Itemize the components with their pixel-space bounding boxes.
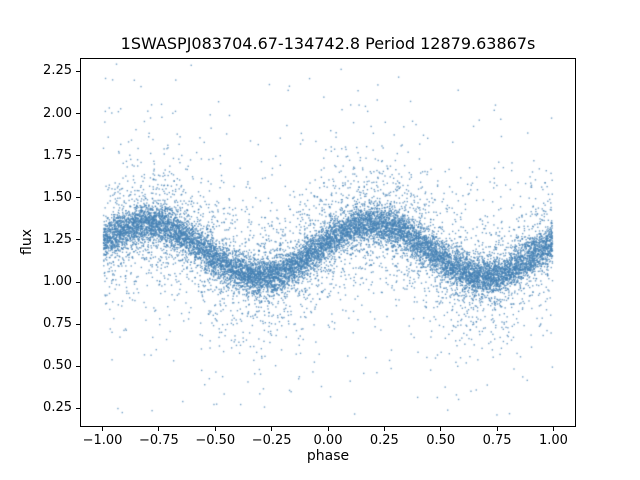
- chart-title: 1SWASPJ083704.67-134742.8 Period 12879.6…: [120, 34, 536, 53]
- x-tick-label: 0.75: [482, 433, 512, 448]
- x-tick-label: 1.00: [538, 433, 568, 448]
- x-tick-label: −0.50: [195, 433, 236, 448]
- y-tick-mark: [76, 155, 80, 157]
- y-tick-mark: [76, 70, 80, 72]
- x-tick-mark: [158, 427, 160, 431]
- y-tick-mark: [76, 365, 80, 367]
- y-tick-label: 1.50: [43, 189, 72, 205]
- y-tick-mark: [76, 197, 80, 199]
- x-tick-label: −1.00: [82, 433, 123, 448]
- y-tick-label: 2.25: [43, 63, 72, 79]
- x-tick-mark: [552, 427, 554, 431]
- y-tick-label: 1.25: [43, 231, 72, 247]
- y-tick-mark: [76, 281, 80, 283]
- x-tick-mark: [214, 427, 216, 431]
- y-tick-mark: [76, 407, 80, 409]
- y-tick-label: 2.00: [43, 105, 72, 121]
- y-tick-mark: [76, 239, 80, 241]
- x-tick-label: 0.25: [369, 433, 399, 448]
- y-tick-mark: [76, 323, 80, 325]
- y-tick-label: 0.25: [43, 400, 72, 416]
- x-tick-mark: [383, 427, 385, 431]
- y-tick-mark: [76, 113, 80, 115]
- y-tick-label: 1.75: [43, 147, 72, 163]
- plot-area: [80, 58, 576, 427]
- x-tick-label: 0.00: [313, 433, 343, 448]
- x-tick-mark: [496, 427, 498, 431]
- x-tick-mark: [102, 427, 104, 431]
- x-tick-mark: [327, 427, 329, 431]
- x-tick-label: 0.50: [426, 433, 456, 448]
- x-axis-label: phase: [306, 448, 350, 464]
- y-tick-label: 0.75: [43, 316, 72, 332]
- x-tick-label: −0.75: [138, 433, 179, 448]
- x-tick-mark: [440, 427, 442, 431]
- x-tick-label: −0.25: [251, 433, 292, 448]
- x-tick-mark: [271, 427, 273, 431]
- y-tick-label: 1.00: [43, 274, 72, 290]
- scatter-points-canvas: [81, 59, 575, 426]
- y-tick-label: 0.50: [43, 358, 72, 374]
